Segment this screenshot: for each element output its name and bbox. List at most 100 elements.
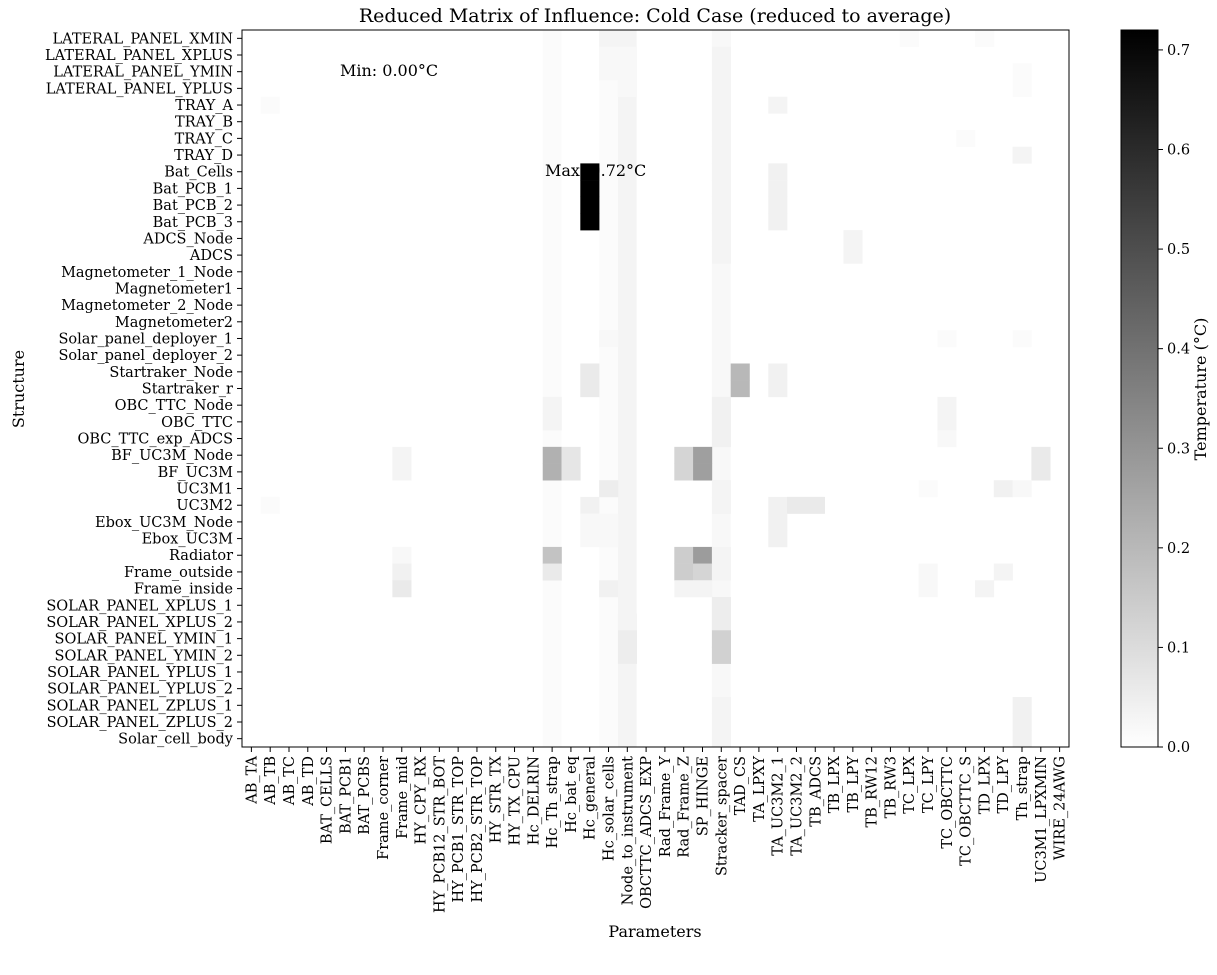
heatmap-cell	[993, 563, 1013, 581]
heatmap-cell	[956, 130, 976, 148]
y-tick-label: SOLAR_PANEL_YMIN_2	[55, 648, 233, 664]
x-tick-label: TB_LPX	[827, 755, 843, 813]
heatmap-column-bg	[542, 30, 562, 747]
heatmap-cell	[693, 546, 713, 564]
x-tick-label: Frame_corner	[376, 756, 392, 860]
heatmap-cell	[768, 213, 788, 231]
x-tick-label: TC_OBCTTC	[940, 756, 956, 849]
colorbar-tick-label: 0.0	[1167, 740, 1190, 756]
heatmap-cell	[599, 63, 619, 81]
heatmap-cell	[580, 163, 600, 181]
heatmap-cell	[768, 380, 788, 398]
x-tick-label: Rad_Frame_Y	[658, 756, 674, 858]
heatmap-cell	[1012, 696, 1032, 714]
heatmap-cell	[617, 63, 638, 81]
colorbar-label: Temperature (°C)	[1191, 318, 1210, 461]
heatmap-cell	[693, 580, 713, 598]
heatmap-cell	[392, 546, 412, 564]
y-tick-label: Solar_panel_deployer_2	[58, 348, 233, 364]
heatmap-cell	[937, 396, 957, 414]
y-tick-label: Radiator	[169, 548, 233, 564]
heatmap-cell	[768, 513, 788, 531]
y-tick-label: Frame_outside	[124, 565, 233, 581]
heatmap-cell	[1012, 80, 1032, 97]
heatmap-cell	[617, 613, 638, 631]
heatmap-cell	[711, 230, 731, 248]
heatmap-cell	[542, 413, 562, 431]
heatmap-cell	[899, 30, 919, 47]
heatmap-cell	[693, 563, 713, 581]
x-tick-label: TD_LPY	[996, 756, 1012, 814]
y-tick-label: Bat_PCB_3	[153, 215, 233, 231]
heatmap-cell	[805, 496, 825, 514]
x-tick-label: Node_to_instrument	[620, 756, 636, 906]
heatmap-cell	[711, 696, 731, 714]
colorbar-tick-label: 0.4	[1167, 342, 1190, 358]
heatmap-cell	[561, 463, 581, 481]
y-tick-label: LATERAL_PANEL_YMIN	[53, 65, 233, 81]
heatmap-cell	[937, 430, 957, 448]
x-tick-label: Stracker_spacer	[714, 756, 730, 876]
heatmap-cell	[674, 446, 694, 464]
y-tick-label: Magnetometer2	[115, 315, 233, 331]
min-annotation: Min: 0.00°C	[340, 61, 438, 80]
heatmap-cell	[843, 230, 863, 248]
x-tick-label: AB_TA	[244, 755, 260, 804]
heatmap-cell	[711, 163, 731, 181]
x-tick-label: Hc_solar_cells	[602, 756, 618, 861]
colorbar-tick-label: 0.5	[1167, 242, 1190, 258]
heatmap-cell	[1012, 63, 1032, 81]
x-axis-label: Parameters	[608, 922, 701, 941]
heatmap-cell	[599, 30, 619, 47]
heatmap-cell	[711, 480, 731, 498]
plot-frame	[241, 29, 1070, 748]
y-tick-label: OBC_TTC_exp_ADCS	[77, 432, 233, 448]
x-tick-label: HY_PCB1_STR_TOP	[451, 756, 467, 903]
y-tick-label: Solar_panel_deployer_1	[58, 331, 233, 347]
heatmap-cell	[711, 46, 731, 64]
heatmap-cell	[542, 546, 562, 564]
heatmap-cell	[392, 446, 412, 464]
heatmap-cell	[975, 580, 995, 598]
x-tick-label: HY_TX_CPU	[508, 756, 524, 846]
y-tick-label: Bat_PCB_2	[153, 198, 233, 214]
heatmap-cell	[1012, 730, 1032, 748]
y-tick-label: SOLAR_PANEL_YPLUS_2	[47, 682, 233, 698]
heatmap-cell	[674, 580, 694, 598]
y-tick-labels: LATERAL_PANEL_XMINLATERAL_PANEL_XPLUSLAT…	[45, 31, 242, 748]
heatmap-cell	[918, 480, 938, 498]
y-tick-label: Bat_Cells	[164, 165, 233, 181]
heatmap-cell	[1012, 713, 1032, 731]
x-tick-label: AB_TC	[282, 756, 298, 806]
heatmap-cell	[580, 496, 600, 514]
colorbar-tick-label: 0.7	[1167, 43, 1190, 59]
heatmap-cell	[561, 446, 581, 464]
heatmap-cell	[617, 646, 638, 664]
heatmap-cell	[1031, 446, 1051, 464]
y-tick-label: OBC_TTC	[161, 415, 233, 431]
x-tick-label: TC_OBCTTC_S	[959, 756, 975, 866]
heatmap-cell	[392, 463, 412, 481]
heatmap-cell	[730, 363, 750, 381]
heatmap-cell	[580, 530, 600, 548]
heatmap-cell	[711, 196, 731, 214]
heatmap-cell	[693, 463, 713, 481]
heatmap-cell	[975, 30, 995, 47]
x-tick-label: Hc_DELRIN	[526, 756, 542, 846]
heatmap-cell	[580, 513, 600, 531]
heatmap-cell	[542, 463, 562, 481]
x-tick-label: TB_LPY	[846, 756, 862, 813]
heatmap-cell	[768, 180, 788, 198]
y-tick-label: ADCS_Node	[142, 231, 233, 247]
x-tick-label: TD_LPX	[977, 755, 993, 814]
y-tick-label: TRAY_D	[174, 148, 233, 164]
y-tick-label: OBC_TTC_Node	[115, 398, 233, 414]
y-tick-label: SOLAR_PANEL_XPLUS_2	[46, 615, 233, 631]
y-tick-label: BF_UC3M_Node	[111, 448, 233, 464]
y-tick-label: LATERAL_PANEL_XPLUS	[45, 48, 233, 64]
heatmap-cell	[937, 413, 957, 431]
heatmap-cell	[674, 546, 694, 564]
heatmap-cell	[711, 413, 731, 431]
y-tick-label: TRAY_C	[175, 131, 233, 147]
y-tick-label: LATERAL_PANEL_XMIN	[53, 31, 234, 47]
